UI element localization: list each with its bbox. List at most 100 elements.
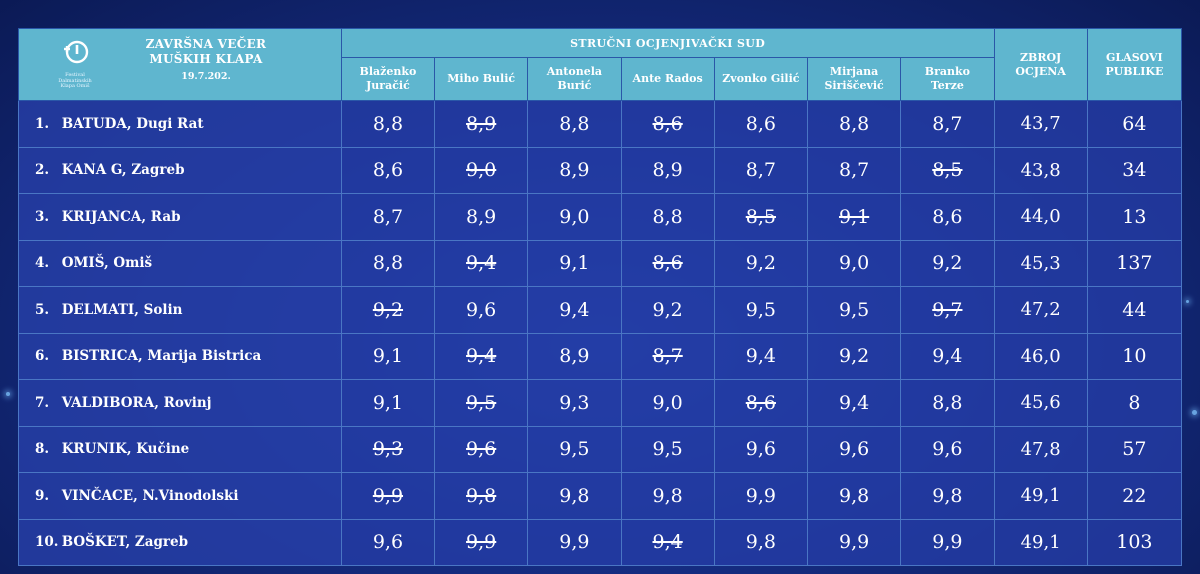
judge-score: 8,7: [340, 193, 436, 241]
discarded-score: 8,7: [652, 345, 683, 368]
judge-name: Branko Terze: [900, 57, 995, 101]
judge-score: 8,9: [434, 193, 529, 241]
table-row: 6. BISTRICA, Marija Bistrica 9,1 9,4 8,9 8,7…: [18, 332, 1183, 380]
judge-score: 9,6: [900, 425, 995, 473]
discarded-score: 9,7: [932, 298, 963, 321]
festival-logo-icon: [64, 40, 89, 64]
score-value: 9,8: [745, 531, 776, 554]
judge-score: 8,8: [806, 100, 902, 148]
score-value: 8,8: [838, 112, 870, 135]
judge-score: 9,9: [713, 472, 808, 520]
discarded-score: 9,1: [838, 205, 870, 228]
judge-score: 9,6: [806, 425, 902, 473]
judge-score: 9,0: [806, 239, 902, 287]
table-row: 2. KANA G, Zagreb 8,6 9,0 8,9 8,9 8,7 8,7 8,5 43…: [18, 146, 1183, 194]
table-row: 7. VALDIBORA, Rovinj 9,1 9,5 9,3 9,0 8,6 9,4 8,…: [18, 379, 1183, 427]
judge-name: Ante Rados: [620, 57, 715, 101]
score-value: 9,1: [372, 345, 404, 368]
rank-number: 6.: [35, 348, 50, 365]
score-value: 9,5: [559, 438, 590, 461]
rank-number: 2.: [35, 162, 50, 179]
score-value: 8,6: [932, 205, 963, 228]
score-value: 9,6: [466, 298, 497, 321]
score-total: 44,0: [993, 193, 1088, 241]
judge-score: 9,9: [340, 472, 436, 520]
judge-score: 8,6: [713, 100, 808, 148]
rank-number: 8.: [35, 441, 50, 458]
klapa-name-cell: 7. VALDIBORA, Rovinj: [18, 379, 342, 427]
score-value: 8,6: [745, 112, 776, 135]
judge-score: 8,9: [434, 100, 529, 148]
judge-score: 9,6: [340, 518, 436, 566]
rank-number: 4.: [35, 255, 50, 272]
audience-votes: 13: [1086, 193, 1183, 241]
judge-score: 8,6: [620, 239, 715, 287]
score-value: 9,9: [838, 531, 870, 554]
score-value: 8,8: [372, 252, 404, 275]
rank-number: 3.: [35, 208, 50, 225]
discarded-score: 9,5: [466, 391, 497, 414]
rank-number: 7.: [35, 394, 50, 411]
judge-score: 9,6: [713, 425, 808, 473]
score-total: 49,1: [993, 518, 1088, 566]
klapa-name: DELMATI, Solin: [61, 301, 183, 318]
score-value: 9,4: [745, 345, 776, 368]
rank-number: 5.: [35, 301, 50, 318]
judge-score: 8,6: [620, 100, 715, 148]
score-value: 8,9: [559, 159, 590, 182]
klapa-name-cell: 6. BISTRICA, Marija Bistrica: [18, 332, 342, 380]
discarded-score: 9,4: [466, 345, 497, 368]
score-value: 9,1: [372, 391, 404, 414]
judge-score: 8,5: [900, 146, 995, 194]
judge-score: 8,7: [713, 146, 808, 194]
discarded-score: 9,9: [466, 531, 497, 554]
klapa-name-cell: 3. KRIJANCA, Rab: [18, 193, 342, 241]
table-row: 3. KRIJANCA, Rab 8,7 8,9 9,0 8,8 8,5 9,1 8,6 44,…: [18, 193, 1183, 241]
score-value: 9,8: [652, 484, 683, 507]
score-value: 8,7: [745, 159, 776, 182]
judge-score: 9,8: [527, 472, 622, 520]
judge-score: 9,5: [527, 425, 622, 473]
judge-score: 9,9: [434, 518, 529, 566]
score-value: 9,0: [559, 205, 590, 228]
score-value: 9,4: [559, 298, 590, 321]
judge-score: 8,9: [527, 332, 622, 380]
judge-score: 9,3: [340, 425, 436, 473]
score-value: 9,6: [838, 438, 870, 461]
judge-score: 8,9: [527, 146, 622, 194]
score-value: 9,5: [745, 298, 776, 321]
score-value: 8,9: [652, 159, 683, 182]
judge-score: 8,7: [806, 146, 902, 194]
score-total: 43,8: [993, 146, 1088, 194]
judge-score: 9,4: [434, 239, 529, 287]
judge-score: 9,5: [806, 286, 902, 334]
score-total: 47,8: [993, 425, 1088, 473]
klapa-name-cell: 1. BATUDA, Dugi Rat: [18, 100, 342, 148]
festival-logo: Festival Dalmatinskih Klapa Omiš: [55, 39, 95, 90]
klapa-name: VINČACE, N.Vinodolski: [61, 487, 239, 504]
score-value: 8,8: [559, 112, 590, 135]
klapa-name: KRUNIK, Kučine: [61, 441, 190, 458]
judge-score: 9,1: [806, 193, 902, 241]
judge-score: 9,2: [900, 239, 995, 287]
discarded-score: 9,2: [372, 298, 404, 321]
klapa-name-cell: 2. KANA G, Zagreb: [18, 146, 342, 194]
score-value: 8,8: [652, 205, 683, 228]
score-value: 9,5: [838, 298, 870, 321]
discarded-score: 9,4: [652, 531, 683, 554]
judge-name: Blaženko Juračić: [340, 57, 436, 101]
table-row: 5. DELMATI, Solin 9,2 9,6 9,4 9,2 9,5 9,5 9,7 47…: [18, 286, 1183, 334]
judge-name: Miho Bulić: [434, 57, 529, 101]
score-value: 9,5: [652, 438, 683, 461]
score-value: 8,7: [838, 159, 870, 182]
table-row: 8. KRUNIK, Kučine 9,3 9,6 9,5 9,5 9,6 9,6 9,6 47…: [18, 425, 1183, 473]
klapa-name: KANA G, Zagreb: [61, 162, 185, 179]
score-total: 46,0: [993, 332, 1088, 380]
score-total: 47,2: [993, 286, 1088, 334]
score-value: 9,0: [652, 391, 683, 414]
discarded-score: 9,6: [466, 438, 497, 461]
klapa-name: KRIJANCA, Rab: [61, 208, 181, 225]
audience-votes: 103: [1086, 518, 1183, 566]
votes-header: GLASOVI PUBLIKE: [1086, 28, 1183, 101]
judge-score: 9,5: [434, 379, 529, 427]
